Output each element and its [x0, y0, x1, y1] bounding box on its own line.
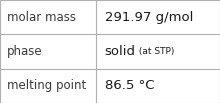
Text: molar mass: molar mass — [7, 11, 76, 24]
Text: phase: phase — [7, 45, 42, 58]
Text: melting point: melting point — [7, 79, 86, 92]
Text: solid: solid — [104, 45, 136, 58]
Text: 86.5 °C: 86.5 °C — [104, 79, 154, 92]
Text: 291.97 g/mol: 291.97 g/mol — [104, 11, 193, 24]
Text: (at STP): (at STP) — [136, 47, 174, 56]
